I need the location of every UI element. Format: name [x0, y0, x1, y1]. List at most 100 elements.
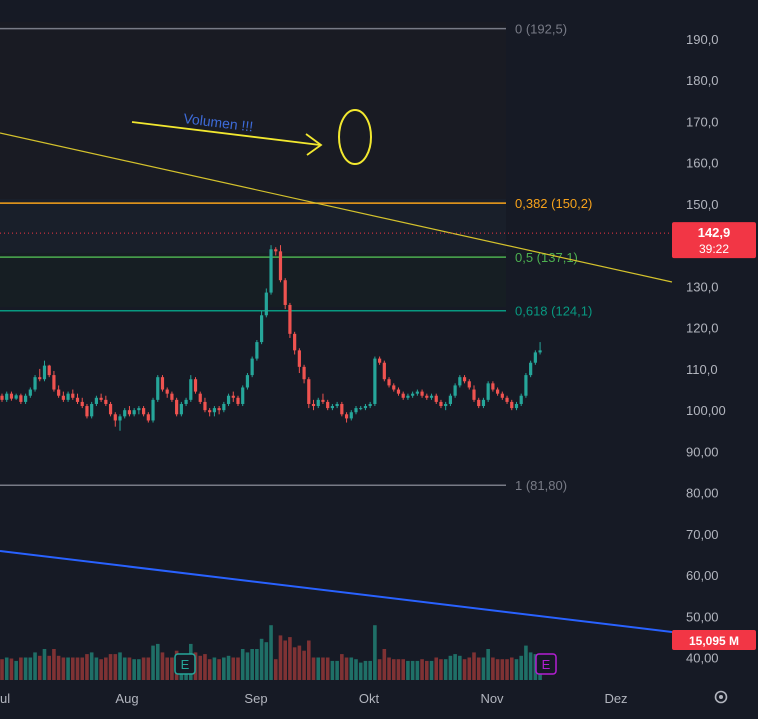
candle-body	[42, 365, 47, 380]
earnings-marker[interactable]	[174, 653, 196, 675]
candle-body	[85, 406, 89, 417]
candle-body	[0, 395, 4, 400]
candle-body	[189, 379, 193, 400]
volume-bar	[283, 640, 287, 680]
candle-body	[378, 358, 382, 363]
volume-bar	[155, 643, 160, 680]
fib-zone-0-382	[0, 22, 506, 199]
candle-body	[274, 249, 278, 252]
highlight-circle[interactable]	[338, 109, 372, 165]
volume-bar	[358, 662, 363, 680]
candle-body	[420, 391, 424, 396]
volume-bar	[118, 652, 122, 680]
candle-body	[264, 292, 268, 316]
candle-body	[283, 280, 287, 305]
candle-body	[293, 333, 297, 351]
fib-retracement[interactable]: 0 (192,5) 0,382 (150,2) 0,5 (137,1) 0,618 (…	[0, 22, 592, 494]
volume-bar	[439, 659, 443, 680]
volume-bar	[288, 637, 292, 680]
volume-bar	[311, 657, 316, 680]
volume-bar	[9, 658, 14, 680]
trend-line-yellow[interactable]	[0, 132, 673, 283]
volume-bar	[434, 657, 439, 680]
earnings-marker-label: E	[181, 657, 190, 672]
candle-body	[80, 401, 84, 407]
volume-bar	[401, 659, 405, 680]
volume-arrow[interactable]	[131, 121, 323, 156]
volume-bar	[207, 659, 212, 680]
candle-body	[132, 410, 136, 415]
volume-bar	[71, 657, 75, 680]
volume-bar	[368, 660, 372, 680]
candle-body	[340, 403, 344, 415]
volume-bar	[0, 659, 4, 680]
price-tick-label: 110,0	[686, 362, 718, 377]
candle-body	[538, 350, 542, 353]
volume-badge	[672, 630, 756, 650]
volume-bar	[28, 657, 33, 680]
candle-body	[193, 379, 198, 392]
candle-body	[505, 397, 509, 402]
volume-bar	[476, 657, 481, 680]
candle-body	[472, 389, 476, 400]
volume-bar	[519, 655, 523, 680]
volume-trend-line[interactable]	[0, 550, 673, 633]
candle-body	[359, 408, 363, 410]
current-price-badge	[672, 222, 756, 259]
candle-body	[335, 403, 339, 407]
volume-bar	[443, 659, 448, 680]
volume-bar	[344, 657, 349, 680]
volume-bar	[453, 654, 457, 680]
volume-bar	[222, 657, 226, 680]
time-tick-label: Okt	[359, 691, 380, 706]
volume-bar	[75, 657, 80, 680]
candlesticks	[0, 245, 542, 431]
candle-body	[524, 375, 528, 396]
time-tick-label: ul	[0, 691, 10, 706]
earnings-marker[interactable]	[535, 653, 557, 675]
time-axis[interactable]: ul Aug Sep Okt Nov Dez	[0, 691, 628, 706]
candle-body	[415, 391, 419, 394]
volume-bar	[391, 659, 396, 680]
candle-body	[363, 406, 368, 409]
price-tick-label: 80,00	[686, 486, 719, 501]
candle-body	[321, 399, 325, 402]
candle-body	[255, 342, 259, 359]
volume-bar	[127, 657, 132, 680]
candle-body	[406, 395, 410, 398]
candle-body	[444, 403, 448, 407]
volume-bar	[4, 657, 9, 680]
volume-bar	[514, 659, 519, 680]
candle-body	[514, 403, 519, 409]
candle-body	[137, 408, 141, 411]
volume-bar	[481, 657, 486, 680]
volume-bar	[99, 659, 103, 680]
volume-bar	[307, 640, 311, 680]
badges: 142,9 39:22 15,095 M E E	[0, 222, 756, 675]
volume-bar	[33, 652, 37, 680]
candle-body	[396, 389, 401, 394]
volume-bar	[108, 654, 113, 680]
volume-bar	[302, 650, 306, 680]
time-tick-label: Dez	[604, 691, 627, 706]
candle-body	[278, 251, 283, 281]
volume-bar	[467, 657, 472, 680]
candle-body	[477, 399, 481, 407]
volume-bar	[415, 660, 420, 680]
candle-body	[184, 399, 188, 404]
settings-icon[interactable]	[710, 686, 732, 708]
volume-bar	[226, 655, 231, 680]
candle-body	[226, 395, 231, 404]
volume-bar	[56, 655, 61, 680]
volume-bar	[37, 655, 42, 680]
volume-bar	[250, 649, 254, 680]
volume-bar	[132, 659, 136, 680]
candle-body	[307, 379, 311, 404]
candle-body	[349, 412, 353, 419]
candle-body	[458, 377, 462, 386]
candle-body	[47, 365, 51, 376]
candle-body	[448, 395, 452, 404]
candle-body	[203, 401, 207, 411]
